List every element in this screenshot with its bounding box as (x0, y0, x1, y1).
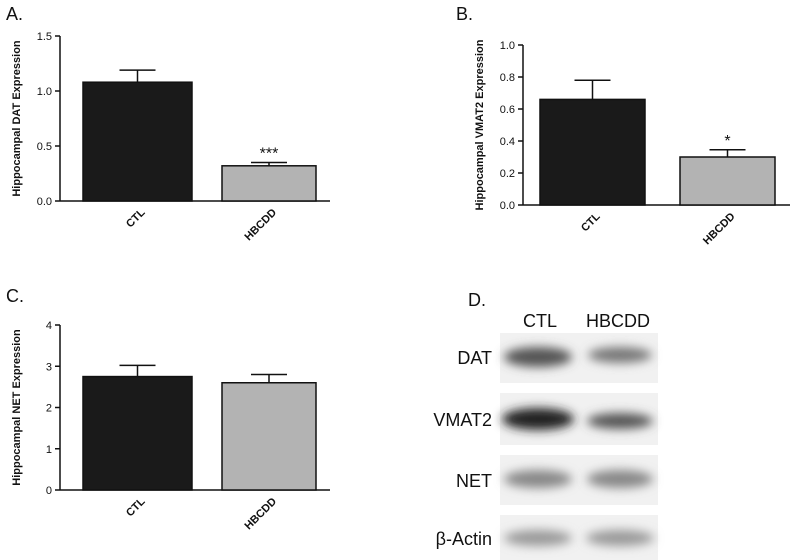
y-tick-label: 1.5 (37, 31, 52, 43)
y-tick-label: 1.0 (37, 86, 52, 98)
y-axis-label: Hippocampal DAT Expression (11, 40, 23, 197)
blot-row-label: DAT (457, 348, 492, 368)
y-tick-label: 0 (46, 485, 52, 497)
x-tick-label: HBCDD (701, 211, 738, 248)
y-tick-label: 0.8 (500, 72, 515, 84)
y-tick-label: 0.0 (37, 196, 52, 208)
y-tick-label: 2 (46, 403, 52, 415)
blot-band (586, 530, 654, 546)
bar (82, 81, 193, 202)
x-tick-label: HBCDD (243, 496, 280, 533)
x-tick-label: CTL (124, 206, 148, 230)
blot-row-label: β-Actin (436, 529, 492, 549)
panel-label: C. (6, 286, 24, 306)
bar (221, 382, 317, 491)
blot-row-label: VMAT2 (433, 410, 492, 430)
blot-band (504, 530, 572, 546)
blot-row-label: NET (456, 471, 492, 491)
y-axis-label: Hippocampal NET Expression (11, 329, 23, 486)
bar (82, 375, 193, 491)
y-tick-label: 1 (46, 444, 52, 456)
blot-column-label: CTL (523, 311, 557, 331)
significance-marker: *** (260, 146, 279, 163)
blot-band (587, 413, 653, 429)
y-tick-label: 0.5 (37, 141, 52, 153)
y-tick-label: 3 (46, 361, 52, 373)
y-tick-label: 4 (46, 320, 52, 332)
y-axis-label: Hippocampal VMAT2 Expression (474, 39, 486, 210)
blot-band (504, 347, 572, 367)
bar (221, 165, 317, 202)
bar (679, 156, 776, 206)
x-tick-label: CTL (124, 495, 148, 519)
y-tick-label: 0.4 (500, 136, 515, 148)
x-tick-label: HBCDD (243, 207, 280, 244)
significance-marker: * (724, 133, 730, 150)
blot-column-label: HBCDD (586, 311, 650, 331)
blot-panel: D. CTL HBCDD DAT VMAT2 NET β-Actin (433, 290, 658, 560)
y-tick-label: 1.0 (500, 40, 515, 52)
blot-band (588, 347, 652, 363)
blot-band (502, 408, 574, 430)
panel-label: D. (468, 290, 486, 310)
x-tick-label: CTL (579, 210, 603, 234)
blot-band (504, 470, 572, 488)
bar (539, 98, 646, 206)
y-tick-label: 0.6 (500, 104, 515, 116)
y-tick-label: 0.2 (500, 168, 515, 180)
y-tick-label: 0.0 (500, 200, 515, 212)
panel-label: B. (456, 4, 473, 24)
panel-label: A. (6, 4, 23, 24)
blot-band (587, 470, 653, 488)
